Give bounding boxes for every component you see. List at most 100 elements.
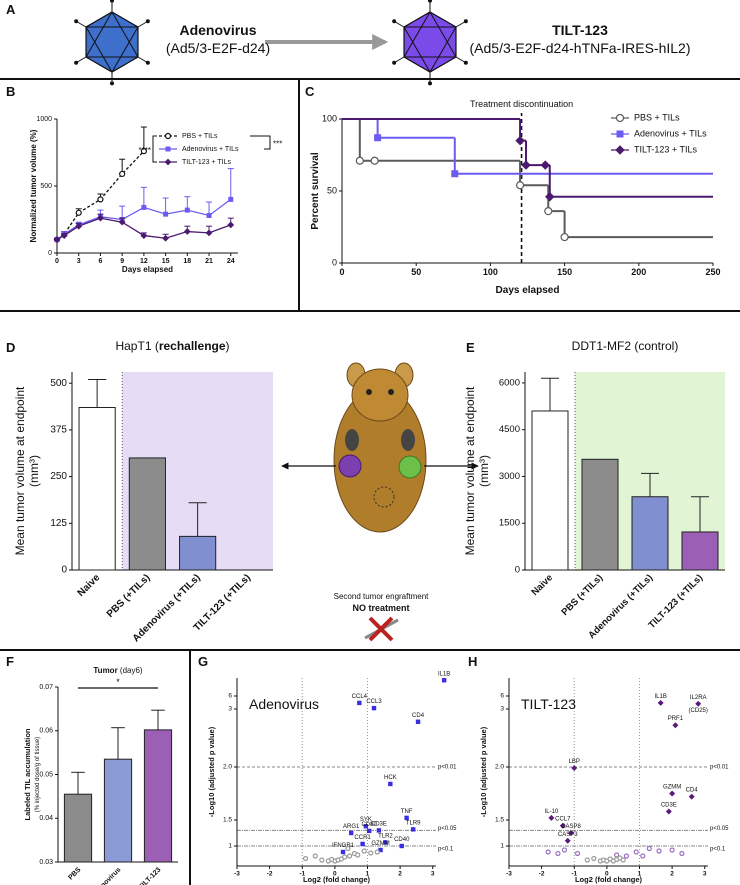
marker [374, 134, 382, 142]
marker [75, 209, 82, 216]
y-axis-label: Mean tumor volume at endpoint [463, 386, 477, 555]
y-tick-label: 500 [50, 378, 67, 389]
marker [669, 847, 675, 853]
marker [53, 236, 61, 243]
marker [374, 849, 380, 855]
legend-marker [615, 113, 625, 123]
marker [366, 828, 372, 834]
marker [633, 849, 639, 855]
marker [388, 781, 393, 787]
legend-marker [616, 130, 624, 138]
x-tick-label: 1 [638, 871, 642, 878]
x-tick-label: 6 [98, 258, 102, 265]
spike [455, 56, 466, 63]
marker [515, 135, 525, 146]
x-tick-label: TILT-123 [138, 866, 163, 885]
marker [521, 160, 531, 170]
reference-label: p<0.01 [438, 765, 457, 771]
facet [403, 11, 457, 58]
y-axis-label: Mean tumor volume at endpoint [13, 386, 27, 555]
marker [361, 848, 367, 854]
marker [312, 853, 318, 859]
legend-label: PBS + TILs [182, 133, 218, 140]
virus-name: Adenovirus [179, 22, 256, 38]
legend-marker [165, 146, 171, 152]
significance: **** [139, 146, 151, 155]
title-part: Tumor [93, 666, 117, 675]
marker [346, 853, 353, 859]
marker [540, 160, 551, 170]
point-label: CCL4 [352, 694, 368, 700]
y-tick-label: 0.06 [39, 728, 53, 735]
y-axis-label: Normalized tumor volume (%) [29, 129, 38, 242]
y-tick-label: 375 [50, 425, 67, 436]
y-tick-label: 0.05 [39, 771, 53, 778]
marker [345, 845, 351, 852]
point-label: GZMM [663, 785, 681, 791]
marker [672, 722, 679, 729]
y-tick-label: 1 [500, 843, 504, 850]
y-tick-label: 0.07 [39, 684, 53, 691]
y-tick-label: 250 [50, 471, 67, 482]
y-tick-label: 0.04 [39, 815, 53, 822]
y-tick-label: 3 [500, 706, 504, 713]
marker [404, 815, 409, 821]
y-axis-label: Percent survival [310, 152, 321, 229]
marker [329, 856, 335, 863]
y-tick-label: 2.0 [495, 764, 504, 771]
y-tick-label: 3 [228, 706, 232, 713]
x-tick-label: -3 [506, 871, 512, 878]
mouse-illustration [281, 362, 479, 642]
x-tick-label: TILT-123 (+TILs) [647, 572, 706, 631]
spike-knob [392, 60, 397, 65]
spike [394, 21, 405, 28]
marker [368, 850, 374, 856]
spike [394, 56, 405, 63]
x-tick-label: 2 [670, 871, 674, 878]
marker [302, 855, 309, 862]
panel-letter: B [6, 84, 15, 99]
point-label: GZMM [371, 841, 389, 847]
reference-label: p<0.01 [710, 765, 729, 771]
point-label-note: (CD25) [689, 708, 708, 714]
x-tick-label: 21 [205, 258, 213, 265]
marker [97, 196, 104, 203]
marker [568, 830, 574, 836]
marker [620, 857, 626, 863]
marker [228, 196, 234, 202]
x-tick-label: 150 [557, 267, 572, 277]
reference-label: p<0.1 [710, 847, 726, 853]
x-tick-label: 0 [605, 871, 609, 878]
y-tick-label: 0 [61, 565, 67, 576]
significance: * [116, 677, 120, 687]
point-label: IL1B [655, 694, 667, 700]
spike-knob [110, 0, 114, 3]
legend-label: Adenovirus + TILs [182, 146, 239, 153]
x-tick-label: 100 [483, 267, 498, 277]
marker [319, 857, 325, 863]
y-axis-unit: (mm³) [477, 455, 491, 487]
marker [399, 843, 404, 849]
y-tick-label: 1.5 [495, 817, 504, 824]
x-tick-label: 0 [339, 267, 344, 277]
x-tick-label: 250 [705, 267, 720, 277]
y-tick-label: 1000 [36, 116, 52, 123]
marker [378, 847, 383, 853]
bar [103, 758, 133, 863]
marker [679, 850, 685, 857]
marker [695, 700, 702, 707]
y-axis-label: -Log10 (adjusted p value) [207, 726, 216, 817]
point-label: CD3E [371, 821, 387, 827]
marker [357, 700, 362, 706]
point-label: SYK [360, 817, 372, 823]
marker [183, 228, 191, 235]
marker [646, 845, 652, 852]
marker [544, 207, 553, 216]
marker [371, 705, 377, 711]
marker [669, 790, 676, 797]
marker [657, 699, 664, 706]
marker [410, 827, 416, 832]
bar [143, 729, 173, 863]
marker [555, 850, 561, 857]
